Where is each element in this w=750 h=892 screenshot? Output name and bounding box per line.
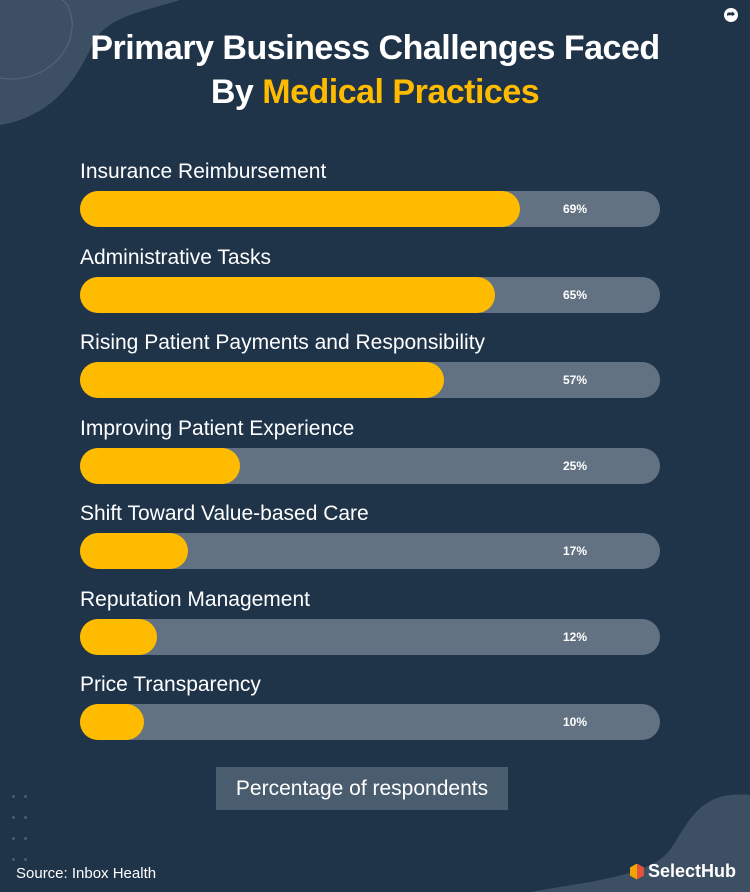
bar	[80, 618, 157, 655]
title-accent: Medical Practices	[262, 73, 540, 111]
category-label: Reputation Management	[80, 587, 310, 611]
chart-title: Primary Business Challenges Faced By Med…	[0, 26, 750, 114]
category-label: Price Transparency	[80, 673, 261, 696]
bar-row: Shift Toward Value-based Care 17%	[80, 499, 660, 569]
bar-track: 69%	[80, 191, 660, 227]
bar	[80, 704, 144, 740]
bar-track: 12%	[80, 618, 660, 655]
value-label: 12%	[562, 629, 588, 644]
legend-label: Percentage of respondents	[216, 767, 508, 810]
value-label: 17%	[562, 544, 588, 558]
value-label: 57%	[562, 373, 588, 387]
decorative-dots	[12, 795, 36, 879]
value-label: 10%	[562, 715, 588, 729]
decorative-blob	[0, 0, 180, 125]
value-label: 65%	[562, 287, 588, 302]
selecthub-cube-logo-icon	[629, 863, 644, 880]
title-line2: By	[210, 73, 263, 111]
category-label: Improving Patient Experience	[80, 416, 355, 440]
bar-track: 10%	[80, 704, 660, 740]
bar-track: 65%	[80, 276, 660, 313]
bar	[80, 276, 495, 313]
bar-track: 25%	[80, 447, 660, 484]
bar-track: 17%	[80, 533, 660, 569]
title-line1: Primary Business Challenges Faced	[90, 29, 660, 67]
decorative-blob	[530, 794, 750, 892]
category-label: Shift Toward Value-based Care	[80, 502, 369, 525]
value-label: 25%	[562, 458, 588, 473]
bar	[80, 362, 444, 398]
bar	[80, 191, 521, 227]
bar-row: Rising Patient Payments and Responsibili…	[80, 328, 660, 398]
bar-track: 57%	[80, 362, 660, 398]
bar	[80, 447, 240, 484]
decorative-ring	[0, 0, 73, 80]
bar-row: Improving Patient Experience 25%	[80, 414, 660, 484]
category-label: Insurance Reimbursement	[80, 160, 327, 183]
bar-row: Administrative Tasks 65%	[80, 243, 660, 313]
category-label: Rising Patient Payments and Responsibili…	[80, 331, 486, 354]
value-label: 69%	[562, 202, 588, 216]
brand-logo: SelectHub	[629, 861, 736, 882]
share-icon[interactable]: ➦	[724, 8, 738, 22]
category-label: Administrative Tasks	[80, 245, 272, 269]
bar	[80, 533, 189, 569]
brand-name: SelectHub	[647, 861, 736, 881]
bar-row: Price Transparency 10%	[80, 670, 660, 740]
bar-row: Reputation Management 12%	[80, 585, 660, 655]
bar-row: Insurance Reimbursement 69%	[80, 157, 660, 227]
source-note: Source: Inbox Health	[16, 865, 157, 882]
